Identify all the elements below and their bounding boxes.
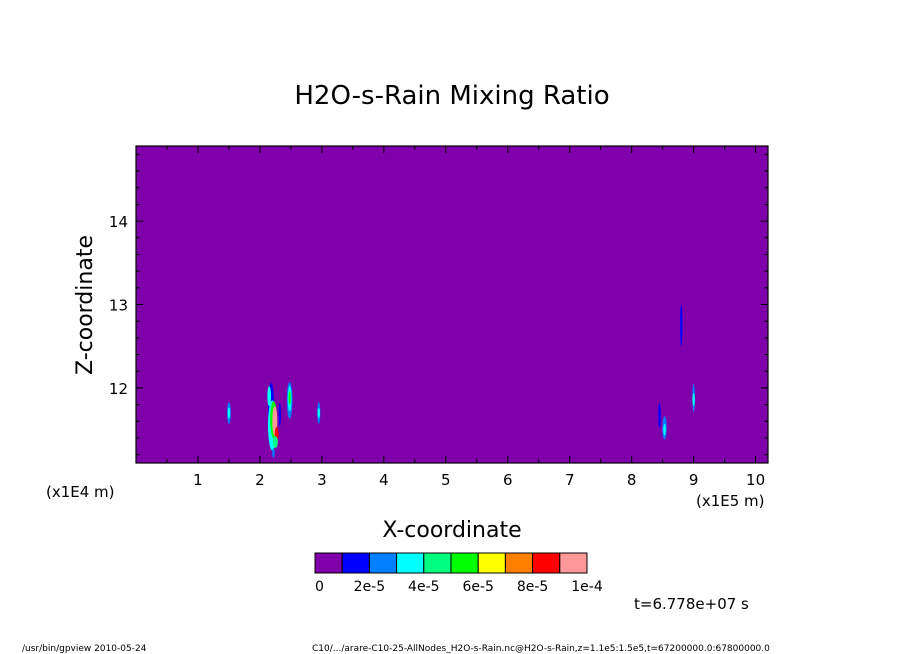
colorbar-label: 8e-5	[517, 579, 548, 595]
colorbar-label: 6e-5	[462, 579, 493, 595]
colorbar-swatch	[559, 552, 588, 574]
x-tick-label: 9	[689, 471, 699, 489]
colorbar-labels: 0 2e-5 4e-5 6e-5 8e-5 1e-4	[315, 579, 603, 595]
colorbar-swatch	[532, 552, 561, 574]
colorbar-swatch	[423, 552, 452, 574]
y-tick-label: 12	[109, 380, 128, 398]
y-axis-unit: (x1E4 m)	[46, 483, 115, 501]
chart-title: H2O-s-Rain Mixing Ratio	[294, 81, 609, 111]
contour-feature-18	[663, 423, 666, 436]
colorbar-swatch	[477, 552, 506, 574]
contour-features	[227, 304, 695, 458]
x-tick-label: 5	[441, 471, 451, 489]
colorbar-swatch	[314, 552, 343, 574]
x-tick-label: 2	[255, 471, 265, 489]
y-axis-label: Z-coordinate	[73, 235, 98, 375]
x-axis-label: X-coordinate	[382, 518, 521, 543]
contour-feature-15	[317, 407, 320, 418]
colorbar-swatch	[341, 552, 370, 574]
y-tick-label: 14	[109, 213, 128, 231]
contour-feature-3	[267, 386, 272, 407]
x-tick-label: 3	[317, 471, 327, 489]
y-axis-ticks: 12 13 14	[109, 153, 768, 456]
contour-feature-21	[692, 392, 695, 407]
colorbar-swatch	[504, 552, 534, 574]
x-tick-label: 8	[627, 471, 637, 489]
contour-feature-9	[272, 447, 275, 458]
x-tick-label: 10	[746, 471, 765, 489]
colorbar	[314, 552, 588, 574]
contour-feature-13	[288, 391, 291, 405]
x-tick-label: 1	[193, 471, 203, 489]
contour-feature-19	[680, 304, 683, 347]
contour-feature-10	[278, 402, 281, 427]
contour-feature-1	[227, 407, 231, 419]
footer-right: C10/.../arare-C10-25-AllNodes_H2O-s-Rain…	[312, 644, 770, 654]
footer-left: /usr/bin/gpview 2010-05-24	[22, 644, 147, 654]
contour-feature-16	[658, 402, 661, 428]
x-tick-label: 7	[565, 471, 575, 489]
x-tick-label: 4	[379, 471, 389, 489]
colorbar-swatch	[396, 552, 425, 574]
contour-feature-8	[272, 436, 278, 448]
x-axis-unit: (x1E5 m)	[696, 492, 765, 510]
colorbar-label: 1e-4	[571, 579, 603, 595]
colorbar-swatch	[450, 552, 479, 574]
colorbar-label: 2e-5	[354, 579, 385, 595]
plot-background	[136, 146, 768, 463]
colorbar-label: 0	[315, 579, 324, 595]
y-tick-label: 13	[109, 297, 128, 315]
colorbar-swatch	[368, 552, 398, 574]
time-annotation: t=6.778e+07 s	[634, 595, 749, 613]
x-axis-ticks: 1 2 3 4 5 6 7 8 9 10	[166, 146, 765, 489]
x-tick-label: 6	[503, 471, 513, 489]
colorbar-label: 4e-5	[408, 579, 439, 595]
